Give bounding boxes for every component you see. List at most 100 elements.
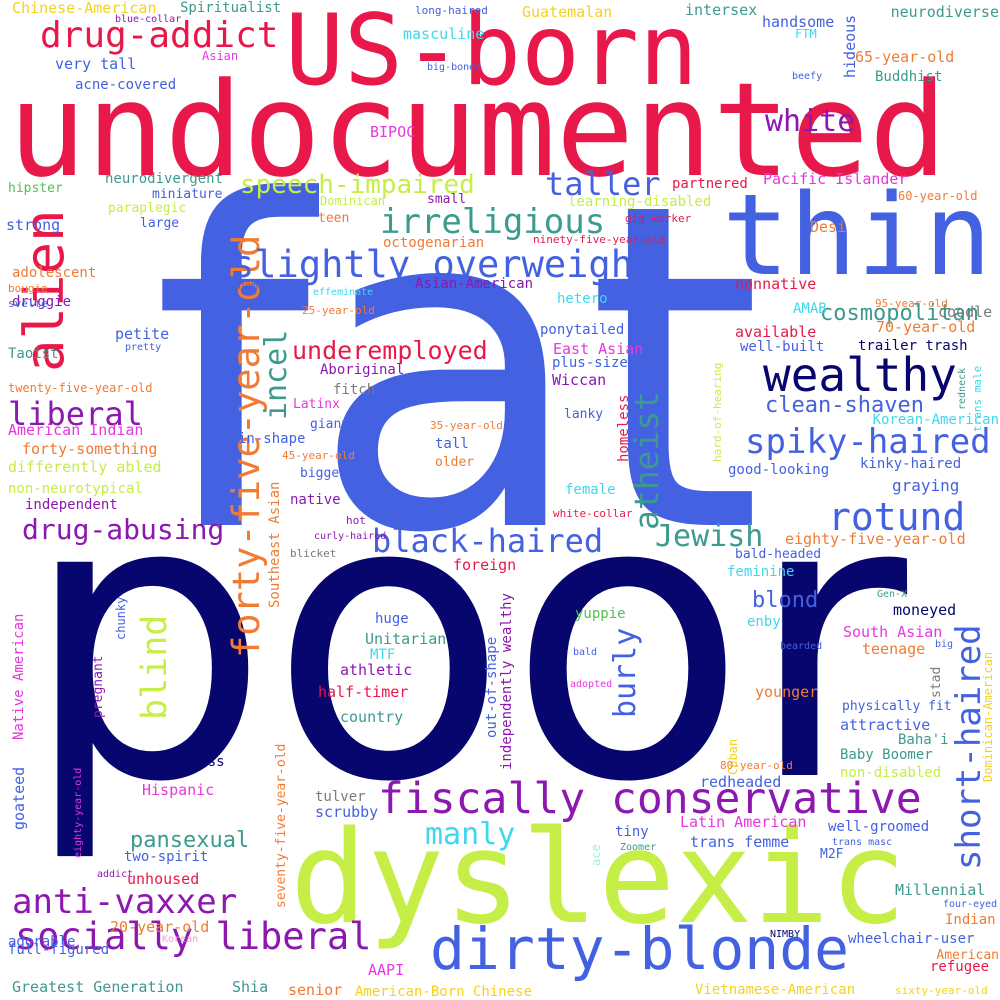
word-burly: burly — [608, 627, 643, 718]
word-south-asian: South Asian — [843, 623, 943, 641]
word-nimby: NIMBY — [770, 929, 801, 940]
word-latinx: Latinx — [293, 397, 340, 412]
word-kinky-haired: kinky-haired — [860, 456, 962, 472]
word-korean-american: Korean-American — [872, 412, 999, 428]
word-svelte: svelte — [8, 297, 48, 310]
word-taoist: Taoist — [8, 346, 59, 362]
word-shia: Shia — [232, 978, 269, 996]
word-guatemalan: Guatemalan — [522, 3, 613, 21]
word-southeast-asian: Southeast Asian — [267, 481, 283, 608]
word-speech-impaired: speech-impaired — [240, 170, 475, 200]
word-twenty-five-year-old: twenty-five-year-old — [8, 381, 153, 395]
word-stad: stad — [929, 666, 944, 698]
word-clean-shaven: clean-shaven — [765, 393, 924, 418]
word-blicket: blicket — [290, 547, 337, 560]
word-american: American — [936, 948, 999, 963]
word-fat: fat — [152, 108, 763, 632]
word-black-haired: black-haired — [372, 522, 604, 560]
word-seventy-five-year-old: seventy-five-year-old — [274, 743, 289, 908]
word-pacific-islander: Pacific Islander — [763, 170, 908, 188]
word-korean: Korean — [162, 934, 199, 945]
word-four-eyed: four-eyed — [943, 899, 998, 910]
word-pansexual: pansexual — [130, 828, 250, 853]
word-m2f: M2F — [820, 847, 844, 862]
word-eighty-five-year-old: eighty-five-year-old — [785, 530, 966, 548]
word-70-year-old: 70-year-old — [876, 318, 976, 336]
word-hideous: hideous — [841, 14, 859, 78]
word-senior: senior — [288, 981, 343, 999]
word-bald-headed: bald-headed — [735, 547, 822, 562]
word-differently-abled: differently abled — [8, 458, 162, 476]
word-manly: manly — [425, 817, 516, 852]
word-taller: taller — [545, 165, 661, 203]
word-wheelchair-user: wheelchair-user — [848, 931, 975, 947]
word-aapi: AAPI — [368, 961, 405, 979]
word-bald: bald — [573, 647, 598, 658]
word-small: small — [427, 192, 467, 207]
word-bougie: bougie — [8, 282, 48, 295]
word-paraplegic: paraplegic — [108, 201, 187, 216]
word-beefy: beefy — [792, 71, 823, 82]
word-95-year-old: 95-year-old — [875, 297, 948, 310]
word-socially-liberal: socially liberal — [15, 915, 372, 958]
word-graying: graying — [892, 476, 960, 495]
word-trans-femme: trans femme — [690, 833, 790, 851]
word-atheist: atheist — [627, 390, 666, 530]
word-incel: incel — [259, 329, 294, 420]
word-learning-disabled: learning-disabled — [568, 194, 712, 210]
word-asian: Asian — [202, 49, 239, 63]
word-25-year-old: 25-year-old — [302, 304, 375, 317]
word-effeminate: effeminate — [313, 287, 374, 298]
word-native-american: Native American — [11, 613, 27, 740]
word-dyslexic: dyslexic — [290, 804, 907, 953]
word-blind: blind — [135, 614, 175, 720]
word-well-built: well-built — [740, 339, 825, 355]
word-irreligious: irreligious — [380, 202, 606, 242]
word-neurodivergent: neurodivergent — [105, 171, 224, 187]
word-hot: hot — [346, 514, 366, 527]
word-white-collar: white-collar — [553, 507, 633, 520]
word-dominican-american: Dominican-American — [981, 651, 995, 782]
word-tiny: tiny — [615, 824, 649, 840]
word-bahai: Baha'i — [898, 732, 949, 748]
word-slightly-overweight: slightly overweight — [232, 243, 656, 286]
word-60-year-old: 60-year-old — [898, 189, 978, 203]
word-half-timer: half-timer — [318, 683, 409, 701]
word-millennial: Millennial — [895, 881, 986, 899]
word-redneck: redneck — [957, 367, 968, 410]
word-chinese-american: Chinese-American — [12, 0, 157, 17]
word-80-year-old: 80-year-old — [720, 759, 793, 772]
word-baby-boomer: Baby Boomer — [840, 747, 933, 763]
word-amab: AMAB — [793, 301, 827, 317]
word-foreign: foreign — [453, 556, 517, 574]
word-latin-american: Latin American — [680, 813, 807, 831]
word-big-boned: big-boned — [427, 62, 482, 73]
word-gen-x: Gen-X — [877, 589, 908, 600]
word-feminine: feminine — [727, 564, 795, 580]
word-lanky: lanky — [564, 407, 604, 422]
word-adopted: adopted — [570, 679, 613, 690]
word-us-born: US-born — [285, 0, 699, 108]
word-independently-wealthy: independently wealthy — [499, 592, 515, 770]
word-liberal: liberal — [8, 395, 143, 433]
word-huge: huge — [375, 611, 409, 627]
word-jewish: Jewish — [655, 519, 764, 554]
word-long-haired: long-haired — [415, 4, 488, 17]
word-adorable: adorable — [8, 934, 76, 950]
word-hetero: hetero — [557, 291, 608, 307]
word-partnered: partnered — [672, 176, 748, 192]
word-native: native — [290, 492, 341, 508]
word-out-of-shape: out-of-shape — [484, 636, 500, 738]
word-mtf: MTF — [370, 647, 396, 663]
word-teen: teen — [318, 211, 350, 226]
word-35-year-old: 35-year-old — [430, 419, 503, 432]
word-bearded: bearded — [780, 641, 823, 652]
word-yuppie: yuppie — [575, 606, 626, 622]
word-hipster: hipster — [8, 181, 63, 196]
word-neurodiverse: neurodiverse — [890, 3, 999, 21]
word-non-neurotypical: non-neurotypical — [8, 481, 143, 497]
word-working-class: working-class — [115, 754, 225, 770]
word-ftm: FTM — [795, 27, 817, 41]
word-wiccan: Wiccan — [552, 371, 607, 389]
